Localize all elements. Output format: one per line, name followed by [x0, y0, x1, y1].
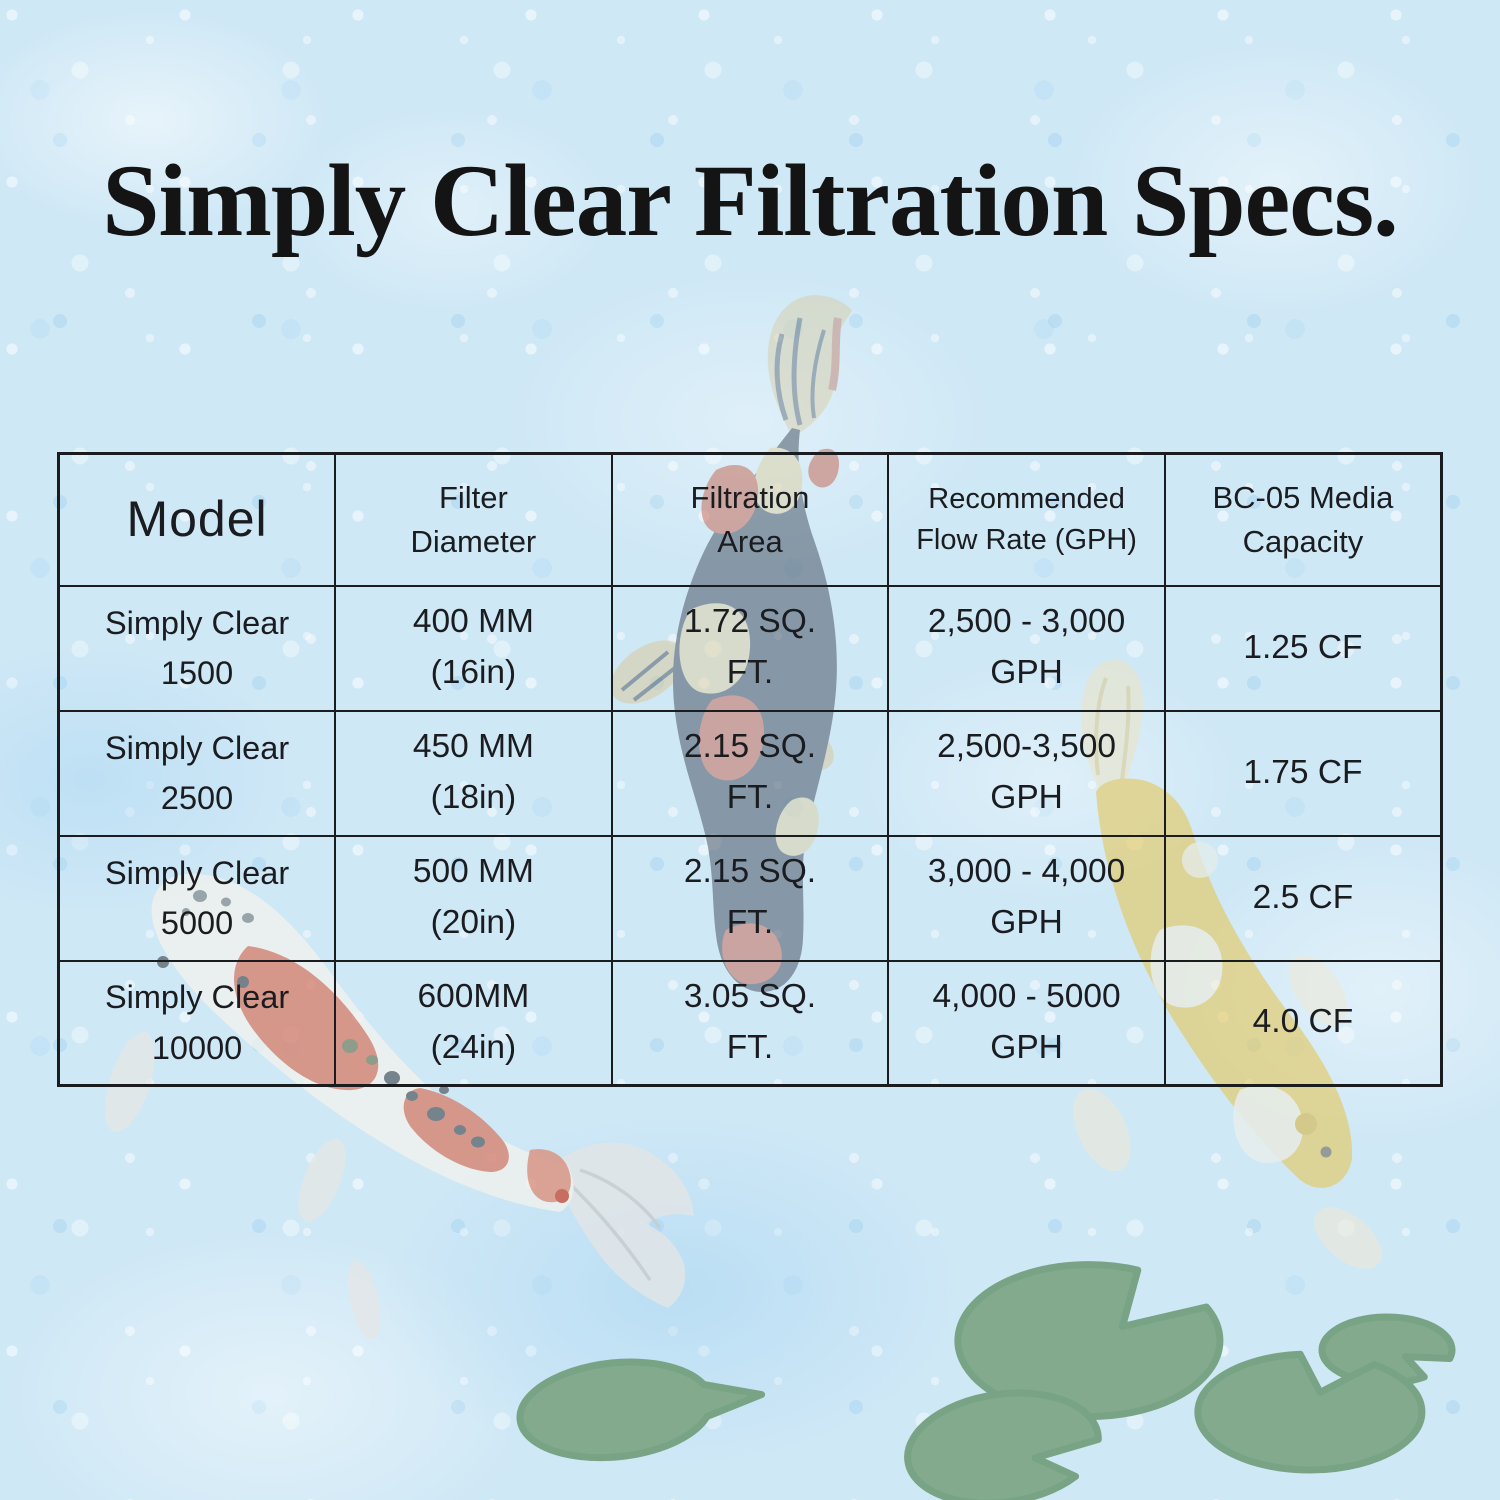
cell-media: 4.0 CF	[1163, 959, 1443, 1087]
lily-pad-icon	[516, 1358, 766, 1462]
table-row-simply-clear-10000: Simply Clear 10000 600MM (24in) 3.05 SQ.…	[57, 959, 1443, 1087]
cell-flow: 4,000 - 5000 GPH	[887, 959, 1166, 1087]
cell-area: 2.15 SQ. FT.	[610, 834, 890, 962]
cell-media: 1.75 CF	[1163, 709, 1443, 837]
cell-media: 2.5 CF	[1163, 834, 1443, 962]
cell-flow: 3,000 - 4,000 GPH	[887, 834, 1166, 962]
lily-pad-icon	[1194, 1350, 1426, 1474]
header-model-label: Model	[126, 491, 268, 548]
cell-model: Simply Clear 1500	[57, 584, 337, 712]
table-row-simply-clear-1500: Simply Clear 1500 400 MM (16in) 1.72 SQ.…	[57, 584, 1443, 712]
page-title: Simply Clear Filtration Specs.	[102, 144, 1399, 258]
header-model: Model	[57, 452, 337, 587]
cell-diameter: 400 MM (16in)	[334, 584, 613, 712]
header-media-capacity: BC-05 Media Capacity	[1163, 452, 1443, 587]
filtration-specs-table: Model Filter Diameter Filtration Area Re…	[57, 452, 1443, 1087]
cell-model: Simply Clear 5000	[57, 834, 337, 962]
cell-diameter: 600MM (24in)	[334, 959, 613, 1087]
table-row-simply-clear-5000: Simply Clear 5000 500 MM (20in) 2.15 SQ.…	[57, 834, 1443, 962]
cell-media: 1.25 CF	[1163, 584, 1443, 712]
cell-area: 2.15 SQ. FT.	[610, 709, 890, 837]
header-filtration-area: Filtration Area	[610, 452, 890, 587]
cell-area: 1.72 SQ. FT.	[610, 584, 890, 712]
cell-diameter: 500 MM (20in)	[334, 834, 613, 962]
cell-model: Simply Clear 2500	[57, 709, 337, 837]
cell-flow: 2,500-3,500 GPH	[887, 709, 1166, 837]
cell-model: Simply Clear 10000	[57, 959, 337, 1087]
cell-diameter: 450 MM (18in)	[334, 709, 613, 837]
table-row-simply-clear-2500: Simply Clear 2500 450 MM (18in) 2.15 SQ.…	[57, 709, 1443, 837]
header-flow-rate: Recommended Flow Rate (GPH)	[887, 452, 1166, 587]
cell-flow: 2,500 - 3,000 GPH	[887, 584, 1166, 712]
table-header-row: Model Filter Diameter Filtration Area Re…	[57, 452, 1443, 587]
header-filter-diameter: Filter Diameter	[334, 452, 613, 587]
cell-area: 3.05 SQ. FT.	[610, 959, 890, 1087]
